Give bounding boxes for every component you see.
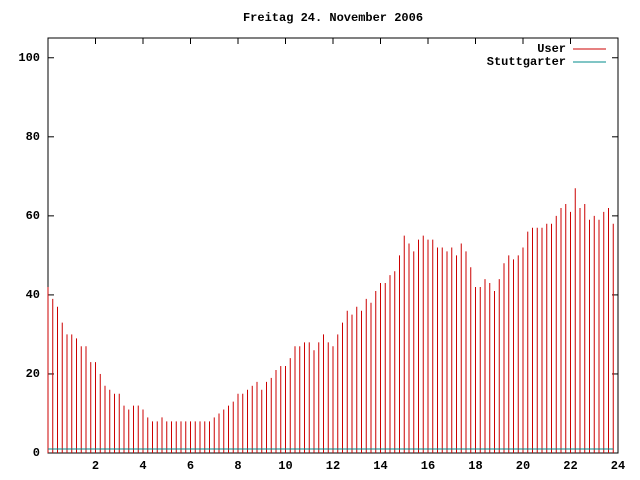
legend-label: User [537, 42, 566, 56]
y-tick-label: 100 [18, 51, 40, 65]
y-tick-label: 20 [26, 367, 40, 381]
y-tick-label: 40 [26, 288, 40, 302]
y-tick-label: 80 [26, 130, 40, 144]
legend-label: Stuttgarter [487, 55, 566, 69]
x-tick-label: 20 [516, 459, 530, 473]
x-tick-label: 18 [468, 459, 482, 473]
chart-title: Freitag 24. November 2006 [243, 11, 423, 25]
x-tick-label: 22 [563, 459, 577, 473]
x-tick-label: 4 [139, 459, 146, 473]
x-tick-label: 16 [421, 459, 435, 473]
x-tick-label: 10 [278, 459, 292, 473]
y-tick-label: 60 [26, 209, 40, 223]
x-tick-label: 14 [373, 459, 387, 473]
y-tick-label: 0 [33, 446, 40, 460]
x-tick-label: 2 [92, 459, 99, 473]
x-tick-label: 8 [234, 459, 241, 473]
x-tick-label: 6 [187, 459, 194, 473]
x-tick-label: 24 [611, 459, 625, 473]
x-tick-label: 12 [326, 459, 340, 473]
